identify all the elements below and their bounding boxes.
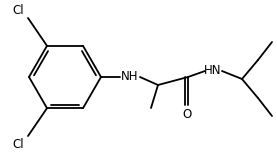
Text: Cl: Cl xyxy=(12,137,24,151)
Text: HN: HN xyxy=(204,64,222,78)
Text: O: O xyxy=(182,108,192,122)
Text: NH: NH xyxy=(121,71,139,84)
Text: Cl: Cl xyxy=(12,4,24,16)
